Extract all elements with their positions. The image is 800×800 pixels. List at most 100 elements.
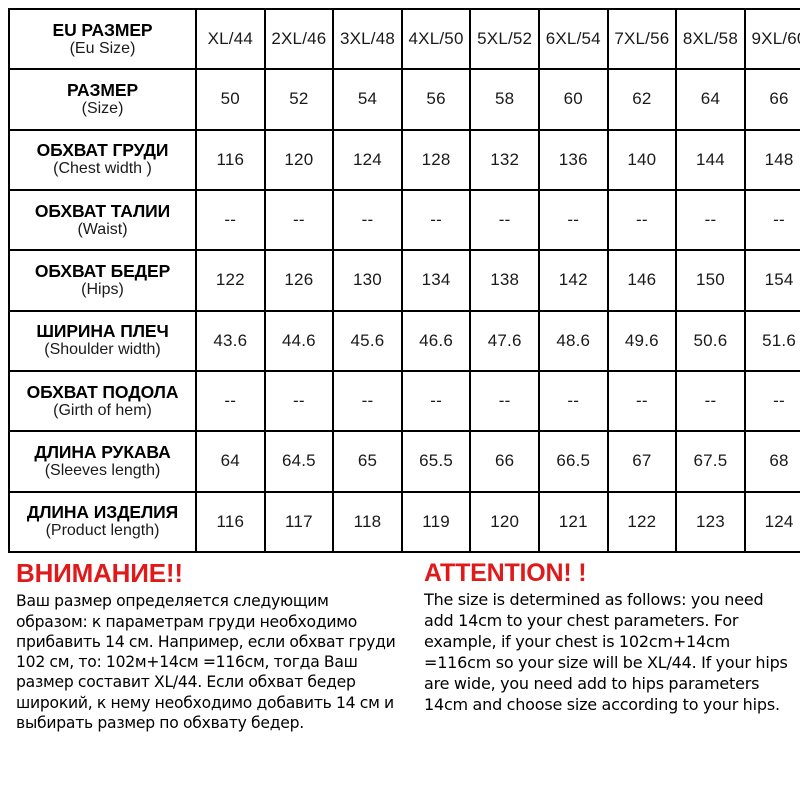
- measurement-cell: 66.5: [537, 430, 609, 493]
- row-header-cell: ОБХВАТ ТАЛИИ (Waist): [8, 188, 197, 252]
- row-label-ru: ШИРИНА ПЛЕЧ: [36, 321, 169, 342]
- table-row: ОБХВАТ БЕДЕР (Hips) 122 126 130 134 138 142 146 1…: [8, 249, 800, 312]
- measurement-cell: 150: [675, 249, 746, 312]
- note-english-body: The size is determined as follows: you n…: [424, 590, 788, 715]
- row-label-ru: ОБХВАТ ПОДОЛА: [26, 381, 179, 402]
- measurement-cell: 47.6: [469, 309, 540, 372]
- measurement-cell: 146: [606, 249, 678, 312]
- measurement-cell: 66: [743, 68, 800, 131]
- measurement-cell: 123: [675, 490, 746, 554]
- measurement-cell: 117: [263, 490, 335, 554]
- measurement-cell: 48.6: [537, 309, 609, 372]
- measurement-cell: 119: [400, 490, 472, 554]
- row-label-en: (Size): [81, 99, 124, 117]
- measurement-cell: 6XL/54: [537, 7, 609, 71]
- measurement-cell: 67.5: [675, 430, 746, 493]
- note-russian-title: ВНИМАНИЕ!!: [16, 558, 183, 588]
- row-header-cell: ДЛИНА РУКАВА (Sleeves length): [8, 430, 197, 493]
- row-label-en: (Shoulder width): [44, 341, 161, 359]
- row-header-cell: ДЛИНА ИЗДЕЛИЯ (Product length): [8, 490, 197, 554]
- row-label-ru: РАЗМЕР: [66, 80, 139, 101]
- note-english: ATTENTION! ! The size is determined as f…: [412, 560, 800, 800]
- measurement-cell: --: [743, 188, 800, 252]
- row-label-en: (Hips): [81, 280, 124, 298]
- measurement-cell: 54: [332, 68, 403, 131]
- row-label-en: (Product length): [45, 522, 160, 540]
- measurement-cell: 121: [537, 490, 609, 554]
- measurement-cell: 4XL/50: [400, 7, 472, 71]
- row-label-ru: ОБХВАТ БЕДЕР: [34, 261, 171, 282]
- measurement-cell: 66: [469, 430, 540, 493]
- measurement-cell: --: [537, 188, 609, 252]
- measurement-cell: 62: [606, 68, 678, 131]
- measurement-cell: 45.6: [332, 309, 403, 372]
- row-label-en: (Waist): [77, 220, 128, 238]
- measurement-cell: --: [332, 188, 403, 252]
- measurement-cell: 44.6: [263, 309, 335, 372]
- measurement-cell: --: [606, 369, 678, 433]
- note-russian-body: Ваш размер определяется следующим образо…: [16, 592, 396, 732]
- measurement-cell: 128: [400, 128, 472, 191]
- measurement-cell: 8XL/58: [675, 7, 746, 71]
- row-label-ru: ДЛИНА ИЗДЕЛИЯ: [26, 502, 179, 523]
- table-row: ОБХВАТ ТАЛИИ (Waist) -- -- -- -- -- -- -- -- --: [8, 188, 800, 252]
- measurement-cell: 130: [332, 249, 403, 312]
- measurement-cell: --: [263, 188, 335, 252]
- measurement-cell: 144: [675, 128, 746, 191]
- measurement-cell: 120: [263, 128, 335, 191]
- measurement-cell: 65: [332, 430, 403, 493]
- row-header-cell: ОБХВАТ ГРУДИ (Chest width ): [8, 128, 197, 191]
- measurement-cell: 64: [195, 430, 266, 493]
- measurement-cell: XL/44: [195, 7, 266, 71]
- row-label-en: (Chest width ): [53, 160, 152, 178]
- measurement-cell: --: [400, 369, 472, 433]
- measurement-cell: 118: [332, 490, 403, 554]
- measurement-cell: --: [263, 369, 335, 433]
- row-label-en: (Sleeves length): [44, 461, 161, 479]
- size-chart: EU РАЗМЕР (Eu Size) XL/44 2XL/46 3XL/48 4XL/5…: [8, 7, 800, 554]
- measurement-cell: 64: [675, 68, 746, 131]
- table-row: ДЛИНА РУКАВА (Sleeves length) 64 64.5 65 65.5…: [8, 430, 800, 493]
- row-header-cell: РАЗМЕР (Size): [8, 68, 197, 131]
- measurement-cell: 50.6: [675, 309, 746, 372]
- measurement-cell: 2XL/46: [263, 7, 335, 71]
- measurement-cell: --: [537, 369, 609, 433]
- measurement-cell: --: [469, 188, 540, 252]
- measurement-cell: --: [675, 369, 746, 433]
- measurement-cell: --: [606, 188, 678, 252]
- measurement-cell: 50: [195, 68, 266, 131]
- measurement-cell: 5XL/52: [469, 7, 540, 71]
- size-measurements-table: EU РАЗМЕР (Eu Size) XL/44 2XL/46 3XL/48 4XL/5…: [8, 7, 800, 554]
- row-label-ru: ОБХВАТ ТАЛИИ: [34, 200, 171, 221]
- measurement-cell: --: [332, 369, 403, 433]
- measurement-cell: --: [195, 188, 266, 252]
- measurement-cell: 49.6: [606, 309, 678, 372]
- measurement-cell: 68: [743, 430, 800, 493]
- measurement-cell: 124: [332, 128, 403, 191]
- measurement-cell: 148: [743, 128, 800, 191]
- measurement-cell: 136: [537, 128, 609, 191]
- measurement-cell: 116: [195, 490, 266, 554]
- table-row: ШИРИНА ПЛЕЧ (Shoulder width) 43.6 44.6 45.6 4…: [8, 309, 800, 372]
- row-header-cell: ОБХВАТ БЕДЕР (Hips): [8, 249, 197, 312]
- measurement-cell: 67: [606, 430, 678, 493]
- measurement-cell: 116: [195, 128, 266, 191]
- table-body: EU РАЗМЕР (Eu Size) XL/44 2XL/46 3XL/48 4XL/5…: [8, 7, 800, 554]
- table-row: ОБХВАТ ПОДОЛА (Girth of hem) -- -- -- -- -- -- -…: [8, 369, 800, 433]
- measurement-cell: 3XL/48: [332, 7, 403, 71]
- measurement-cell: 138: [469, 249, 540, 312]
- measurement-cell: 65.5: [400, 430, 472, 493]
- measurement-cell: 142: [537, 249, 609, 312]
- measurement-cell: 52: [263, 68, 335, 131]
- row-label-en: (Girth of hem): [53, 401, 152, 419]
- measurement-cell: 120: [469, 490, 540, 554]
- measurement-cell: 126: [263, 249, 335, 312]
- measurement-cell: 56: [400, 68, 472, 131]
- measurement-cell: 134: [400, 249, 472, 312]
- measurement-cell: --: [675, 188, 746, 252]
- note-russian: ВНИМАНИЕ!! Ваш размер определяется следу…: [0, 558, 412, 800]
- row-label-en: (Eu Size): [69, 39, 136, 57]
- row-header-cell: ОБХВАТ ПОДОЛА (Girth of hem): [8, 369, 197, 433]
- measurement-cell: --: [195, 369, 266, 433]
- measurement-cell: 51.6: [743, 309, 800, 372]
